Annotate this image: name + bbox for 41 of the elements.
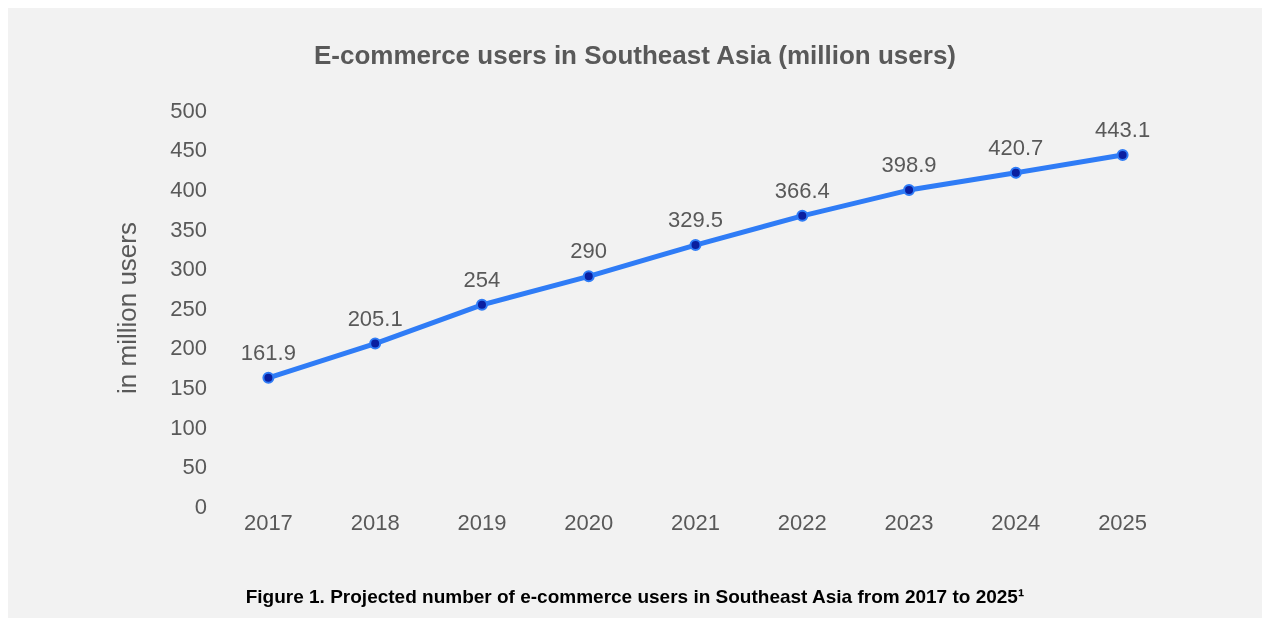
- data-label: 398.9: [881, 152, 937, 178]
- x-tick-label: 2019: [457, 509, 507, 535]
- x-tick-label: 2023: [884, 509, 934, 535]
- point: [796, 209, 809, 222]
- y-tick-label: 200: [170, 335, 207, 361]
- y-tick-label: 250: [170, 295, 207, 321]
- data-label: 443.1: [1095, 117, 1151, 143]
- chart-title: E-commerce users in Southeast Asia (million users): [313, 40, 957, 71]
- data-label: 254: [463, 266, 501, 292]
- y-tick-label: 500: [170, 97, 207, 123]
- point: [475, 298, 488, 311]
- y-axis-title: in million users: [112, 222, 143, 394]
- point: [903, 184, 916, 197]
- x-tick-label: 2022: [777, 509, 827, 535]
- y-tick-label: 50: [182, 454, 207, 480]
- data-label: 161.9: [240, 339, 296, 365]
- x-tick-label: 2020: [564, 509, 614, 535]
- x-tick-label: 2018: [350, 509, 400, 535]
- x-tick-label: 2017: [243, 509, 293, 535]
- point: [1116, 149, 1129, 162]
- y-tick-label: 350: [170, 216, 207, 242]
- x-tick-label: 2024: [991, 509, 1041, 535]
- data-label: 420.7: [988, 134, 1044, 160]
- point: [262, 371, 275, 384]
- data-label: 329.5: [667, 207, 724, 233]
- y-tick-label: 400: [170, 177, 207, 203]
- data-label: 366.4: [774, 177, 830, 203]
- point: [369, 337, 382, 350]
- x-tick-label: 2021: [671, 509, 720, 535]
- x-tick-label: 2025: [1098, 509, 1148, 535]
- y-tick-label: 450: [170, 137, 207, 163]
- data-label: 290: [570, 238, 608, 264]
- y-tick-label: 0: [194, 493, 207, 519]
- y-tick-label: 150: [170, 375, 207, 401]
- point: [582, 270, 595, 283]
- point: [1009, 166, 1022, 179]
- point: [689, 239, 702, 252]
- y-tick-label: 300: [170, 256, 207, 282]
- y-tick-label: 100: [170, 414, 207, 440]
- data-label: 205.1: [347, 305, 403, 331]
- caption: Figure 1. Projected number of e-commerce users in Southeast Asia from 2017 to 2025¹: [244, 586, 1026, 608]
